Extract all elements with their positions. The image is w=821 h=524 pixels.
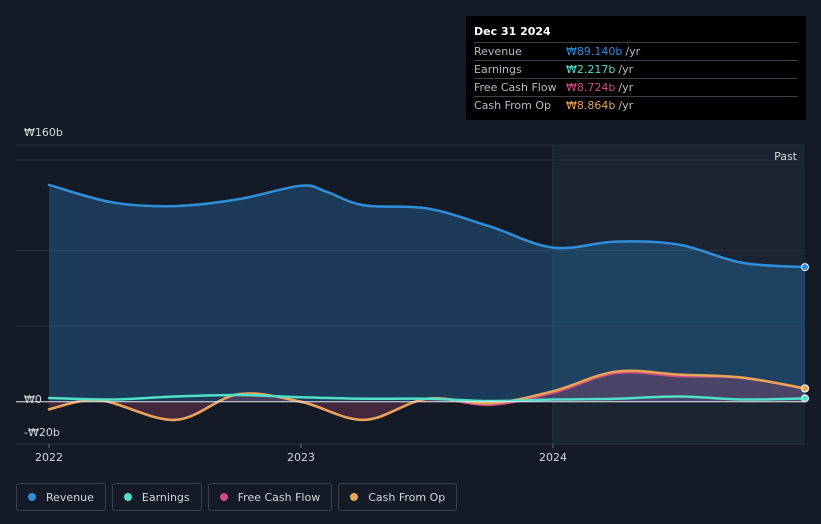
tooltip: Dec 31 2024 Revenue ₩89.140b /yr Earning… — [466, 16, 806, 120]
tooltip-value: ₩89.140b — [566, 45, 623, 58]
x-tick-label: 2023 — [287, 451, 315, 464]
legend: Revenue Earnings Free Cash Flow Cash Fro… — [16, 483, 458, 511]
legend-item-cash-from-op[interactable]: Cash From Op — [338, 483, 458, 511]
series-area-revenue — [49, 184, 805, 402]
tooltip-label: Revenue — [474, 45, 522, 58]
legend-label: Cash From Op — [368, 490, 446, 504]
tooltip-value: ₩8.724b — [566, 81, 616, 94]
tooltip-value: ₩2.217b — [566, 63, 616, 76]
legend-label: Revenue — [46, 490, 94, 504]
y-tick-label: ₩0 — [24, 393, 42, 406]
tooltip-unit: /yr — [618, 63, 634, 76]
legend-label: Earnings — [141, 490, 190, 504]
series-end-point-revenue — [801, 263, 809, 272]
y-tick-label: -₩20b — [24, 426, 60, 439]
legend-label: Free Cash Flow — [237, 490, 321, 504]
legend-item-earnings[interactable]: Earnings — [111, 483, 202, 511]
past-label: Past — [774, 150, 798, 163]
series-end-point-earnings — [801, 394, 809, 403]
legend-dot-icon — [350, 493, 359, 501]
legend-dot-icon — [28, 493, 36, 501]
series-line-revenue — [47, 183, 807, 269]
tooltip-label: Cash From Op — [474, 99, 552, 112]
tooltip-unit: /yr — [618, 81, 634, 94]
tooltip-row-free-cash-flow: Free Cash Flow ₩8.724b /yr — [474, 78, 798, 96]
tooltip-row-earnings: Earnings ₩2.217b /yr — [474, 60, 798, 78]
tooltip-value: ₩8.864b — [566, 99, 616, 112]
y-tick-label: ₩160b — [24, 126, 63, 139]
x-tick-label: 2022 — [35, 451, 63, 464]
chart-canvas: ₩160b ₩0 -₩20b 2022 2023 2024 Past — [16, 126, 809, 464]
tooltip-unit: /yr — [625, 45, 641, 58]
legend-item-free-cash-flow[interactable]: Free Cash Flow — [207, 483, 333, 511]
x-tick-label: 2024 — [539, 451, 567, 464]
series-area-free-cash-flow — [49, 372, 805, 420]
series-end-point-cash-from-op — [801, 384, 809, 393]
legend-dot-icon — [219, 493, 228, 501]
tooltip-label: Earnings — [474, 63, 522, 76]
tooltip-unit: /yr — [618, 99, 634, 112]
tooltip-date: Dec 31 2024 — [474, 25, 551, 38]
past-region — [553, 145, 805, 444]
legend-dot-icon — [123, 493, 132, 501]
tooltip-row-cash-from-op: Cash From Op ₩8.864b /yr — [474, 96, 798, 114]
series-line-earnings — [47, 393, 807, 403]
tooltip-label: Free Cash Flow — [474, 81, 557, 94]
tooltip-row-revenue: Revenue ₩89.140b /yr — [474, 42, 798, 60]
legend-item-revenue[interactable]: Revenue — [16, 483, 106, 511]
